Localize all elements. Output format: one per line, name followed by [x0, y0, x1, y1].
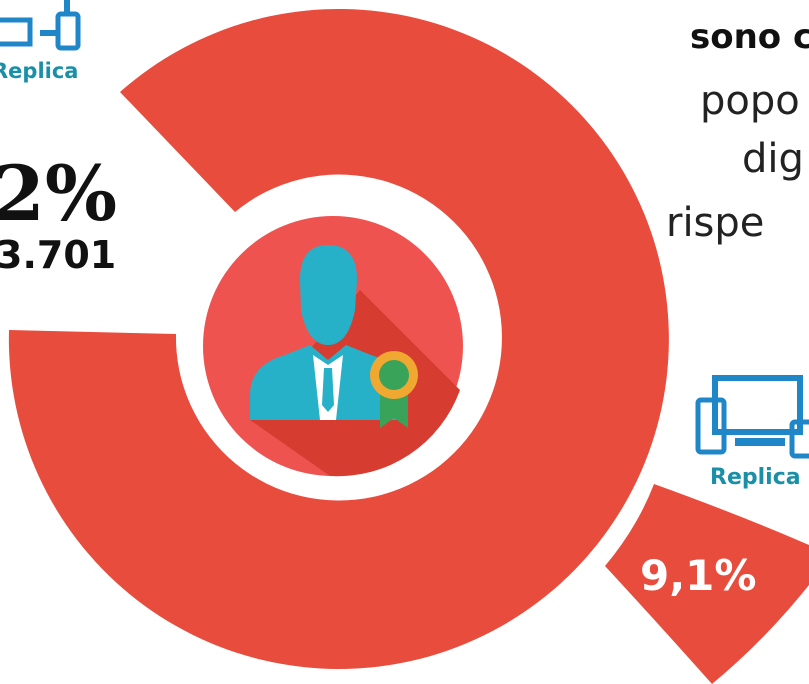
logo-text: Replica: [0, 59, 78, 83]
slice-label: 9,1%: [640, 551, 756, 600]
donut-slice: [605, 484, 809, 684]
header-line: sono c: [690, 17, 809, 57]
donut-segment: [8, 8, 669, 669]
header-line: dig: [742, 136, 804, 182]
stat-percent: 2%: [0, 149, 117, 238]
logo: Replica: [695, 375, 809, 490]
header-line: popo: [700, 78, 800, 124]
logo-text: Replica: [710, 465, 801, 490]
stat-count: 3.701: [0, 233, 116, 277]
header-line: rispe: [666, 200, 764, 246]
person-icon: [250, 245, 418, 428]
logo: Replica: [0, 0, 81, 83]
